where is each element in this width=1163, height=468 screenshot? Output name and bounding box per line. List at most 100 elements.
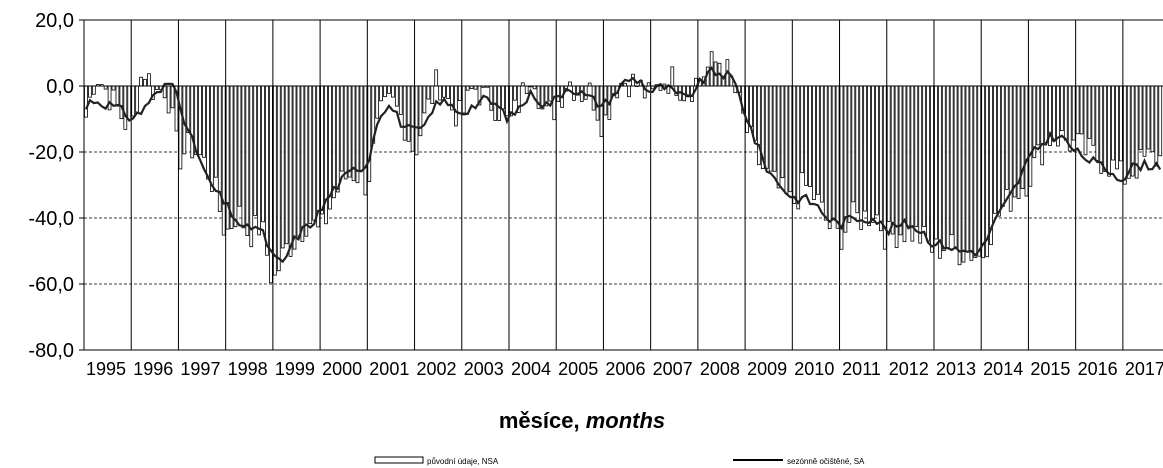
line-layer <box>84 66 1162 264</box>
bar <box>926 85 930 242</box>
bar <box>1063 85 1068 141</box>
bar <box>1091 85 1096 146</box>
x-tick-label: 2000 <box>322 359 362 379</box>
bar <box>910 85 915 242</box>
bar <box>328 85 332 210</box>
x-tick-label: 1999 <box>275 359 315 379</box>
x-tick-label: 2014 <box>983 359 1023 379</box>
x-tick-label: 2007 <box>653 359 693 379</box>
bar <box>147 73 151 87</box>
bar <box>249 85 254 248</box>
bar <box>1075 85 1080 135</box>
bar <box>430 85 435 104</box>
bar <box>524 85 529 95</box>
x-tick-label: 2013 <box>936 359 976 379</box>
bar <box>965 85 970 252</box>
bar <box>819 85 824 203</box>
bar <box>1119 85 1123 162</box>
bar <box>898 85 903 236</box>
x-tick-label: 2017 <box>1125 359 1163 379</box>
bar <box>890 85 895 235</box>
bar <box>1079 85 1084 135</box>
bar <box>261 85 265 223</box>
bar <box>934 85 938 240</box>
y-tick-labels: 20,0 0,0 -20,0 -40,0 -60,0 -80,0 <box>28 10 74 362</box>
bar <box>1000 85 1005 207</box>
legend-swatch-nsa <box>374 456 424 464</box>
bar <box>1067 85 1072 152</box>
bar <box>875 85 879 216</box>
y-tick-label: -80,0 <box>28 340 74 362</box>
bar <box>465 85 470 91</box>
bar <box>780 85 785 179</box>
bar <box>945 85 950 249</box>
bar <box>367 85 372 182</box>
bar <box>1115 85 1119 170</box>
bar <box>316 85 321 228</box>
bar <box>312 85 317 221</box>
bar <box>886 85 891 222</box>
bar <box>489 85 494 111</box>
bar <box>1040 85 1045 166</box>
bar <box>1044 85 1048 143</box>
bar <box>154 85 159 90</box>
bar <box>406 85 411 142</box>
bar <box>276 85 281 272</box>
bar <box>296 85 301 237</box>
x-tick-label: 2001 <box>369 359 409 379</box>
bar <box>123 85 128 130</box>
bar <box>501 85 505 110</box>
bar <box>1036 85 1041 146</box>
bar <box>280 85 285 249</box>
bar <box>135 85 139 114</box>
bar <box>552 85 557 121</box>
x-tick-label: 1996 <box>133 359 173 379</box>
bar <box>339 85 344 172</box>
bar <box>166 85 171 114</box>
bar <box>776 85 781 189</box>
bar <box>426 85 431 100</box>
bar <box>808 85 812 187</box>
x-tick-label: 1998 <box>228 359 268 379</box>
bar <box>800 85 805 174</box>
bar <box>84 85 88 118</box>
bar <box>139 76 143 87</box>
bar <box>1107 85 1111 177</box>
bar <box>398 85 403 115</box>
bar <box>143 78 147 87</box>
bar <box>764 85 769 169</box>
x-tick-label: 2012 <box>889 359 929 379</box>
bar <box>997 85 1001 217</box>
bar <box>210 85 214 192</box>
bar <box>835 85 840 229</box>
bar <box>198 85 202 156</box>
bar <box>973 85 978 258</box>
legend-label-nsa: původní údaje, NSA <box>427 457 499 466</box>
bar <box>88 85 92 98</box>
bar <box>1154 85 1159 167</box>
bar <box>796 85 801 210</box>
bar <box>457 85 462 102</box>
bar <box>670 66 675 87</box>
bar <box>878 85 883 232</box>
bar <box>831 85 836 219</box>
x-tick-label: 2006 <box>605 359 645 379</box>
bar <box>938 85 942 259</box>
bar <box>930 85 934 253</box>
bar <box>355 85 360 184</box>
x-tick-label: 1997 <box>180 359 220 379</box>
bar <box>1060 85 1064 131</box>
bar <box>347 85 352 178</box>
bar <box>918 85 923 244</box>
bar <box>851 85 856 203</box>
bar <box>206 85 210 180</box>
bar <box>438 85 442 101</box>
bar <box>981 85 986 259</box>
bar <box>379 85 383 102</box>
bar <box>1126 85 1131 179</box>
axes-layer <box>79 19 1163 351</box>
y-tick-label: -40,0 <box>28 208 74 230</box>
bar <box>1142 85 1147 157</box>
bar <box>969 85 974 261</box>
bar <box>107 85 112 111</box>
